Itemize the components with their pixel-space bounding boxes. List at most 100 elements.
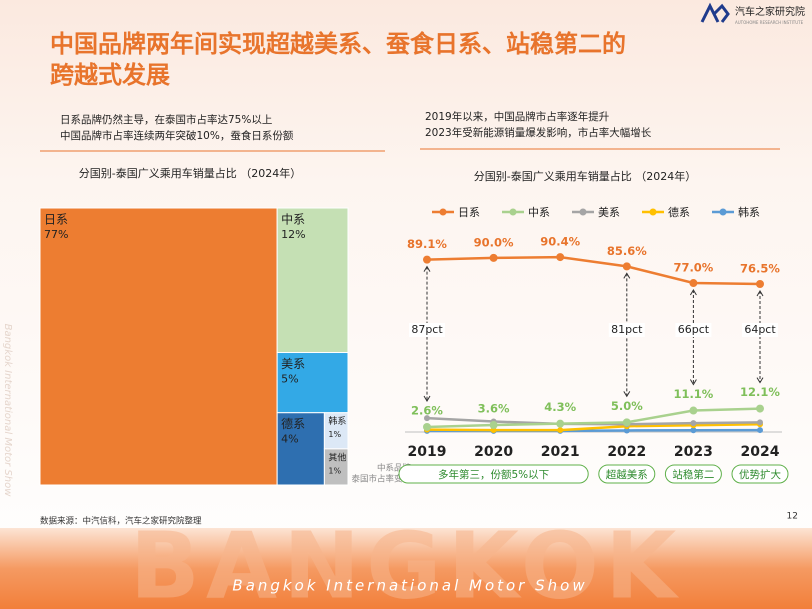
point [756, 404, 764, 413]
legend-label: 韩系 [738, 205, 760, 219]
chart-title: 分国别-泰国广义乘用车销量占比 （2024年） [79, 166, 301, 180]
arrow-head [623, 391, 631, 398]
point [756, 279, 764, 288]
note: 2019年以来，中国品牌市占率逐年提升 [425, 110, 609, 123]
point [690, 420, 697, 427]
legend-dot [719, 208, 727, 216]
data-label: 90.4% [540, 235, 580, 249]
point [557, 427, 564, 434]
logo: 汽车之家研究院 AUTOHOME RESEARCH INSTITUTE [700, 2, 805, 25]
point [622, 262, 631, 271]
data-label: 5.0% [611, 399, 643, 413]
arrow-head [756, 290, 764, 297]
cell-label: 韩系 [328, 415, 346, 427]
title-line: 中国品牌两年间实现超越美系、蚕食日系、站稳第二的 [50, 30, 626, 58]
stage-label: 多年第三，份额5%以下 [438, 468, 549, 481]
cell-label: 其他 [328, 451, 346, 463]
point [423, 255, 431, 264]
data-label: 85.6% [607, 244, 647, 258]
point [489, 253, 498, 262]
point [556, 253, 565, 262]
gap-label: 64pct [744, 323, 776, 336]
stage-label: 优势扩大 [739, 468, 781, 481]
cell-label: 中系 [281, 212, 305, 227]
series-line [426, 423, 761, 432]
treemap-cell [276, 412, 325, 486]
stage-pill [398, 464, 589, 484]
point [489, 421, 498, 430]
stage-pill [731, 464, 789, 484]
arrow-head [423, 265, 431, 272]
data-label: 11.1% [673, 387, 713, 401]
point [424, 415, 430, 422]
note: 2023年受新能源销量爆发影响，市占率大幅增长 [425, 126, 652, 139]
watermark: BANGKOK [130, 512, 683, 609]
x-tick-label: 2021 [541, 444, 580, 460]
cell-value: 4% [281, 433, 298, 446]
gap-label-bg [742, 323, 778, 337]
data-label: 12.1% [740, 385, 780, 399]
stage-label: 超越美系 [606, 468, 648, 481]
cell-label: 德系 [281, 416, 305, 431]
logo-text: 汽车之家研究院 [735, 5, 805, 18]
stage-title: 中系品牌 [377, 463, 412, 474]
data-label: 76.5% [740, 261, 780, 275]
legend-label: 中系 [528, 206, 550, 219]
title-line: 跨越式发展 [50, 61, 170, 89]
note: 中国品牌市占率连续两年突破10%，蚕食日系份额 [60, 129, 294, 142]
cell-value: 1% [328, 430, 341, 439]
side-text: Bangkok International Motor Show [2, 324, 13, 498]
treemap-cell [39, 207, 278, 486]
gap-label-bg [675, 323, 712, 337]
data-label: 2.6% [411, 403, 443, 417]
x-tick-label: 2020 [474, 444, 513, 460]
data-label: 4.3% [544, 400, 576, 414]
point [690, 427, 697, 434]
legend-dot [579, 208, 587, 216]
gap-label-bg [608, 323, 645, 337]
chart-title: 分国别-泰国广义乘用车销量占比 （2024年） [474, 169, 696, 183]
treemap-cell [276, 207, 349, 354]
cell-value: 12% [281, 228, 305, 241]
x-tick-label: 2024 [741, 444, 780, 460]
stage-pill [664, 464, 722, 484]
gap-label: 66pct [678, 323, 710, 336]
point [556, 419, 565, 428]
arrow-head [623, 272, 631, 279]
legend-label: 日系 [458, 206, 480, 219]
legend-dot [649, 208, 657, 216]
data-label: 77.0% [673, 261, 713, 275]
cell-value: 5% [281, 373, 298, 386]
series-line [426, 255, 761, 286]
gap-label-bg [409, 323, 445, 337]
arrow-head [689, 379, 697, 386]
footer-band [0, 528, 812, 609]
point [623, 427, 630, 434]
treemap-cell [276, 352, 349, 414]
x-tick-label: 2022 [607, 444, 646, 460]
cell-label: 美系 [281, 357, 305, 371]
logo-subtitle: AUTOHOME RESEARCH INSTITUTE [735, 20, 804, 25]
stage-label: 站稳第二 [672, 468, 714, 481]
point [757, 427, 763, 434]
footer-banner: Bangkok International Motor Show [232, 577, 587, 595]
stage-pill [598, 464, 656, 484]
cell-label: 日系 [44, 213, 68, 227]
logo-mark [700, 2, 730, 23]
point [757, 419, 763, 426]
point [622, 418, 631, 427]
cell-value: 1% [328, 466, 341, 475]
x-tick-label: 2023 [674, 444, 713, 460]
point [423, 422, 431, 431]
note: 日系品牌仍然主导，在泰国市占率达75%以上 [60, 113, 272, 126]
arrow-head [689, 289, 697, 296]
treemap-cell [323, 448, 349, 486]
legend-dot [439, 208, 447, 216]
stage-title: 泰国市占率变化 [351, 474, 411, 485]
gap-label: 87pct [411, 323, 443, 336]
gap-label: 81pct [611, 323, 643, 336]
legend-label: 美系 [598, 206, 620, 219]
point [689, 279, 698, 288]
point [689, 406, 698, 415]
